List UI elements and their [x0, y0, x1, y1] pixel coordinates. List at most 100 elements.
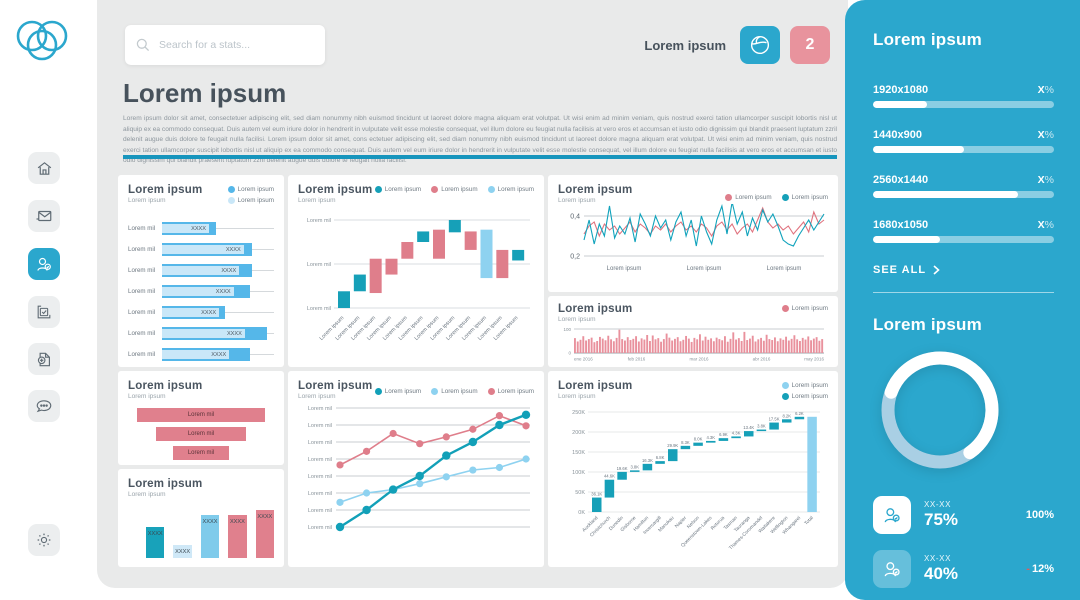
column-bar: XXXX: [146, 526, 165, 558]
chart-legend: Lorem ipsum Lorem ipsum Lorem ipsum: [374, 186, 534, 193]
profile-button[interactable]: [740, 26, 780, 64]
sidebar-item-users[interactable]: [28, 248, 60, 280]
bar: [685, 335, 688, 353]
page-title: Lorem ipsum: [123, 78, 287, 108]
data-point: [442, 433, 450, 441]
data-point: [336, 498, 344, 506]
waterfall-bar: [731, 436, 741, 439]
card-waterfall-monthly: Lorem ipsum Lorem ipsum Lorem ipsum Lorem…: [288, 175, 544, 367]
bar: [726, 341, 729, 353]
bar: [782, 339, 785, 353]
logo-circles-icon: [16, 20, 68, 61]
data-point: [335, 522, 345, 532]
sidebar-item-reports[interactable]: [28, 296, 60, 328]
bar: [749, 338, 751, 353]
bar: [779, 338, 782, 353]
sidebar-item-chat[interactable]: [28, 390, 60, 422]
data-point: [495, 463, 504, 472]
data-point: [415, 471, 424, 481]
resolution-label: 1680x1050: [873, 219, 929, 231]
bar: [704, 336, 707, 353]
bar: [707, 339, 710, 353]
bar: [696, 339, 699, 353]
legend-dot-icon: [781, 305, 789, 312]
bar: [718, 339, 721, 353]
legend-label: Lorem ipsum: [441, 186, 478, 193]
bar: [632, 338, 635, 353]
resolution-list: 1920x1080 X% 1440x900 X% 2560x1440 X% 1680x…: [873, 84, 1054, 243]
sidebar-item-home[interactable]: [28, 152, 60, 184]
app-logo[interactable]: [10, 16, 74, 71]
data-point: [469, 425, 477, 433]
bar: [712, 341, 715, 353]
card-columns: Lorem ipsum Lorem ipsum XXXX XXXX XXXX XXXX…: [118, 469, 284, 567]
waterfall-bar: [630, 470, 640, 472]
data-point: [522, 455, 530, 463]
bar: [587, 339, 590, 353]
stat-delta: -12%: [1026, 563, 1054, 575]
bar: [785, 336, 788, 353]
progress-fill: [873, 146, 964, 153]
bar: [799, 341, 801, 353]
svg-text:4.3K: 4.3K: [732, 430, 741, 435]
waterfall-bar: [706, 440, 716, 443]
chart-title: Lorem ipsum: [298, 184, 373, 196]
svg-text:29.9K: 29.9K: [667, 443, 678, 448]
stat-icon-box: [873, 550, 911, 588]
rightbar-title: Lorem ipsum: [873, 30, 982, 49]
svg-text:Lorem ipsum: Lorem ipsum: [687, 266, 722, 272]
chart-subtitle: Lorem ipsum: [128, 393, 166, 400]
notification-count: 2: [805, 36, 815, 53]
header-user-label: Lorem ipsum: [644, 37, 726, 53]
resolution-label: 1920x1080: [873, 84, 929, 96]
see-all-label: SEE ALL: [873, 264, 927, 276]
stat-icon-box: [873, 496, 911, 534]
legend-label: Lorem ipsum: [237, 186, 274, 193]
legend-dot-icon: [431, 186, 439, 193]
notifications-badge[interactable]: 2: [790, 26, 830, 64]
bar: [771, 340, 774, 353]
series-line: [583, 201, 825, 247]
sidebar-item-settings[interactable]: [28, 524, 60, 556]
card-waterfall-regions: Lorem ipsum Lorem ipsum Lorem ipsum Lorem…: [548, 371, 838, 567]
intro-paragraph: Lorem ipsum dolor sit amet, consectetuer…: [123, 115, 837, 165]
chart-legend: Lorem ipsum: [781, 305, 828, 312]
bar: [765, 334, 768, 353]
see-all-link[interactable]: SEE ALL: [873, 264, 1054, 276]
sidebar-item-new-document[interactable]: [28, 343, 60, 375]
resolution-value: X%: [1037, 84, 1054, 96]
bar: [804, 339, 807, 353]
chart-subtitle: Lorem ipsum: [298, 197, 336, 204]
waterfall-bar: [512, 249, 525, 261]
svg-text:abr 2016: abr 2016: [753, 357, 771, 362]
bar: [735, 339, 738, 353]
bar: [743, 331, 746, 353]
resolution-row: 1680x1050 X%: [873, 219, 1054, 243]
bar: [699, 334, 701, 353]
data-point: [389, 429, 397, 438]
data-point: [442, 473, 450, 481]
bar-row: Lorem mil XXXX: [128, 239, 274, 260]
bar: [593, 342, 596, 353]
waterfall-bar: [417, 231, 430, 242]
search-input[interactable]: [159, 39, 315, 51]
sidebar-item-messages[interactable]: [28, 200, 60, 232]
chart-legend: Lorem ipsum Lorem ipsum: [227, 186, 274, 204]
chart-subtitle: Lorem ipsum: [128, 197, 166, 204]
bar: [615, 337, 618, 353]
bar: [810, 340, 813, 353]
legend-item: Lorem ipsum: [374, 186, 422, 193]
file-add-icon: [37, 352, 50, 366]
bar: [687, 338, 690, 353]
legend-item: Lorem ipsum: [781, 194, 828, 201]
legend-label: Lorem ipsum: [497, 186, 534, 193]
svg-text:Lorem mil: Lorem mil: [307, 306, 331, 312]
bar: [576, 341, 579, 353]
bar: [607, 335, 610, 353]
chart-title: Lorem ipsum: [558, 184, 633, 196]
legend-dot-icon: [725, 194, 733, 201]
stat-delta: 100%: [1025, 509, 1054, 521]
legend-label: Lorem ipsum: [384, 186, 422, 193]
svg-text:Lorem mil: Lorem mil: [308, 457, 332, 463]
data-point: [468, 437, 478, 447]
